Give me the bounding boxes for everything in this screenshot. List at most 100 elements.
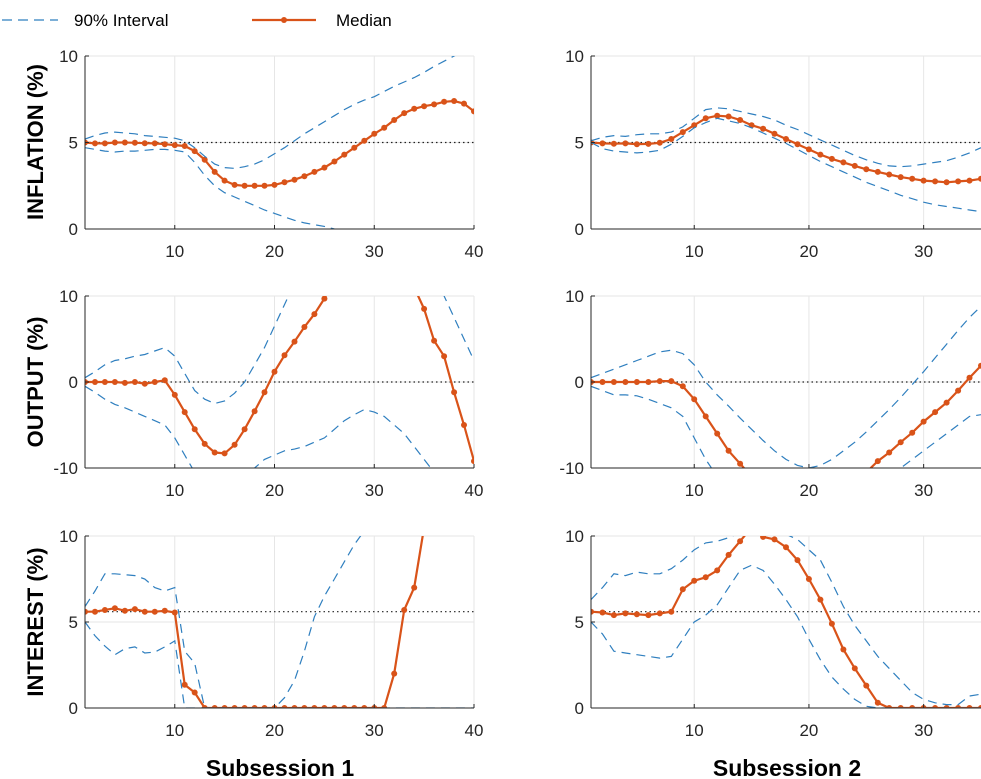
median-point — [141, 608, 148, 615]
median-point — [151, 379, 158, 385]
x-tick-label: 30 — [365, 721, 384, 740]
median-point — [633, 141, 640, 148]
median-point — [291, 705, 298, 708]
median-point — [171, 391, 178, 398]
median-point — [783, 544, 789, 551]
median-point — [341, 705, 348, 708]
median-point — [978, 705, 981, 708]
median-point — [851, 162, 858, 169]
median-point — [351, 144, 358, 151]
panel-6: 10 20 30 0 5 10 — [565, 527, 981, 740]
median-point — [955, 705, 962, 708]
median-point — [725, 551, 732, 558]
median-point — [794, 141, 801, 148]
median-point — [261, 182, 268, 189]
panel-4: 10 20 30 -10 0 10 — [559, 287, 981, 505]
median-point — [668, 378, 675, 385]
median-point — [391, 117, 398, 123]
median-point — [851, 665, 858, 672]
y-tick-label: 0 — [575, 699, 584, 718]
median-point — [141, 380, 148, 387]
panel-3: 10 20 30 40 -10 0 10 — [53, 259, 483, 500]
median-point — [191, 148, 198, 155]
median-point — [421, 524, 427, 530]
median-point — [794, 557, 801, 564]
y-tick-label: 10 — [565, 47, 584, 66]
median-point — [737, 117, 744, 123]
interval-upper-line — [591, 107, 981, 168]
interval-lower-line — [85, 621, 474, 708]
median-point — [201, 705, 208, 708]
median-point — [221, 705, 228, 708]
median-point — [610, 379, 617, 385]
legend: 90% Interval Median — [2, 11, 392, 30]
median-point — [874, 458, 881, 465]
median-point — [668, 136, 675, 142]
median-point — [381, 124, 388, 131]
median-point — [131, 379, 138, 385]
median-point — [771, 536, 778, 543]
median-point — [783, 499, 789, 505]
median-point — [431, 101, 438, 108]
series-group — [591, 305, 981, 505]
x-tick-label: 10 — [165, 242, 184, 261]
median-point — [622, 379, 629, 385]
interval-upper-line — [85, 56, 456, 170]
median-line — [85, 99, 474, 187]
median-point — [92, 608, 98, 615]
y-tick-label: 10 — [565, 527, 584, 546]
median-point — [85, 608, 88, 615]
x-tick-label: 10 — [685, 242, 704, 261]
median-point — [401, 259, 407, 265]
median-point — [932, 409, 939, 416]
median-point — [251, 182, 258, 189]
x-tick-label: 20 — [799, 242, 818, 261]
median-point — [311, 311, 318, 318]
median-point — [966, 177, 973, 184]
median-point — [331, 705, 338, 708]
median-point — [461, 422, 467, 428]
median-point — [92, 379, 98, 385]
median-point — [421, 103, 428, 110]
median-point — [714, 430, 721, 437]
median-point — [101, 379, 108, 385]
series-group — [85, 524, 474, 708]
x-tick-label: 40 — [465, 242, 484, 261]
median-point — [431, 337, 438, 344]
median-point — [633, 379, 640, 385]
median-point — [251, 705, 258, 708]
ylabel-output: OUTPUT (%) — [23, 317, 48, 448]
median-point — [411, 584, 418, 591]
series-group — [591, 107, 981, 213]
median-point — [401, 110, 408, 117]
median-point — [211, 168, 218, 175]
median-point — [817, 596, 824, 603]
median-point — [725, 447, 732, 454]
median-point — [874, 699, 881, 706]
xlabel-subsession-2: Subsession 2 — [713, 755, 861, 779]
median-point — [817, 151, 824, 158]
median-point — [451, 389, 458, 396]
median-point — [141, 140, 148, 147]
median-point — [181, 681, 188, 688]
median-point — [261, 705, 268, 708]
y-tick-label: 0 — [69, 220, 78, 239]
y-tick-label: 5 — [69, 613, 78, 632]
interval-lower-line — [85, 385, 432, 468]
median-point — [301, 324, 308, 330]
x-tick-label: 30 — [914, 242, 933, 261]
y-tick-label: 0 — [69, 699, 78, 718]
median-point — [151, 140, 158, 147]
median-point — [805, 576, 812, 582]
median-point — [679, 383, 686, 390]
median-point — [978, 175, 981, 182]
median-point — [691, 577, 698, 584]
median-point — [331, 158, 338, 165]
median-point — [351, 705, 358, 708]
median-point — [261, 389, 268, 396]
median-point — [291, 176, 298, 183]
xlabel-subsession-1: Subsession 1 — [206, 755, 354, 779]
median-point — [241, 182, 248, 189]
median-line — [85, 536, 424, 708]
y-tick-label: 10 — [59, 287, 78, 306]
